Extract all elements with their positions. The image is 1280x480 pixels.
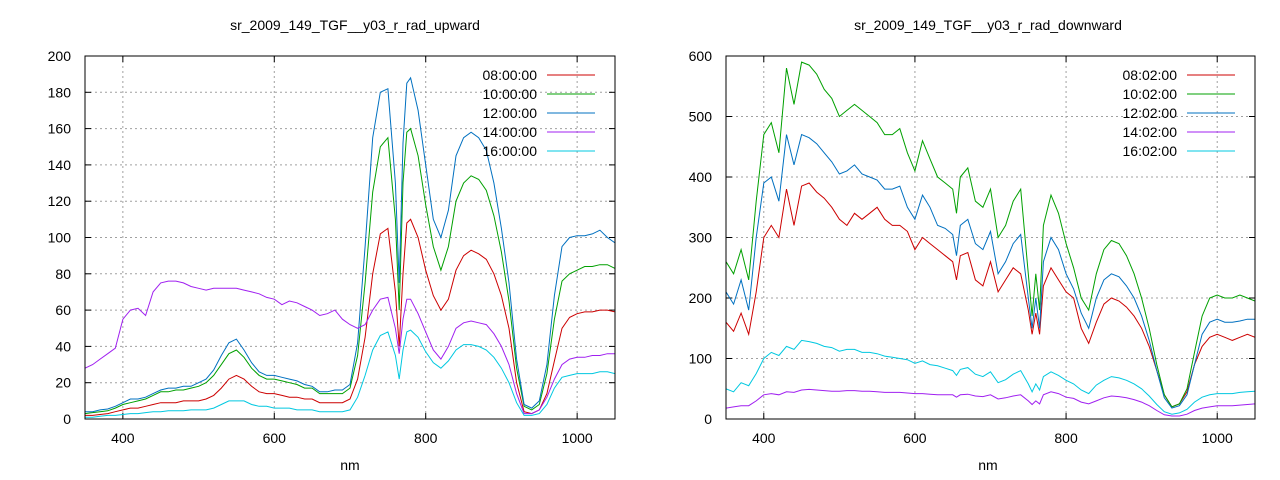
- chart1-legend-label: 16:00:00: [483, 143, 538, 159]
- chart2-group: sr_2009_149_TGF__y03_r_rad_downward 400 60…: [689, 17, 1256, 473]
- chart2-legend-label: 10:02:00: [1123, 86, 1178, 102]
- chart2-x-tick-label: 400: [752, 430, 776, 446]
- chart1-legend-label: 12:00:00: [483, 105, 538, 121]
- chart1-x-tick-label: 400: [111, 430, 135, 446]
- chart1-title: sr_2009_149_TGF__y03_r_rad_upward: [230, 17, 480, 33]
- chart2-y-tick-label: 400: [689, 169, 713, 185]
- chart1-y-tick-label: 140: [48, 157, 72, 173]
- chart1-x-tick-label: 1000: [562, 430, 593, 446]
- chart1-y-tick-label: 200: [48, 48, 72, 64]
- chart2-legend-label: 14:02:00: [1123, 124, 1178, 140]
- chart1-series-line-1: [85, 218, 615, 416]
- chart2-plot-frame: [725, 55, 1256, 420]
- chart1-y-tick-label: 20: [55, 375, 71, 391]
- chart1-series-line-5: [85, 329, 615, 418]
- chart2-x-tick-label: 600: [903, 430, 927, 446]
- chart2-y-tick-label: 100: [689, 351, 713, 367]
- chart1-x-tick-label: 800: [414, 430, 438, 446]
- chart2-legend-label: 16:02:00: [1123, 143, 1178, 159]
- chart1-y-tick-label: 100: [48, 230, 72, 246]
- chart1-x-tick-label: 600: [263, 430, 287, 446]
- chart1-legend-label: 14:00:00: [483, 124, 538, 140]
- chart2-series-line-2: [726, 61, 1255, 408]
- chart2-series-line-1: [726, 182, 1255, 408]
- chart1-y-tick-label: 40: [55, 338, 71, 354]
- chart1-y-tick-label: 80: [55, 266, 71, 282]
- chart1-legend-label: 10:00:00: [483, 86, 538, 102]
- chart1-y-tick-label: 160: [48, 121, 72, 137]
- chart2-series-line-5: [726, 339, 1255, 415]
- chart2-y-tick-label: 300: [689, 230, 713, 246]
- chart2-title: sr_2009_149_TGF__y03_r_rad_downward: [854, 17, 1122, 33]
- chart2-y-tick-label: 0: [704, 411, 712, 427]
- chart1-x-axis-label: nm: [340, 457, 359, 473]
- chart2-y-tick-label: 600: [689, 48, 713, 64]
- chart1-y-tick-label: 180: [48, 84, 72, 100]
- chart2-legend-label: 08:02:00: [1123, 67, 1178, 83]
- chart2-y-tick-label: 200: [689, 290, 713, 306]
- chart1-series-line-4: [85, 280, 615, 415]
- chart1-series-line-3: [85, 76, 615, 413]
- chart1-y-tick-label: 60: [55, 302, 71, 318]
- chart1-y-tick-label: 120: [48, 193, 72, 209]
- chart1-plot-frame: [84, 55, 616, 420]
- chart2-x-tick-label: 1000: [1202, 430, 1233, 446]
- chart1-series-line-2: [85, 127, 615, 415]
- chart2-y-tick-label: 500: [689, 109, 713, 125]
- chart1-y-tick-label: 0: [63, 411, 71, 427]
- chart2-series-line-3: [726, 133, 1255, 409]
- chart2-series-line-4: [726, 388, 1255, 417]
- chart1-legend-label: 08:00:00: [483, 67, 538, 83]
- chart2-x-tick-label: 800: [1054, 430, 1078, 446]
- chart2-x-axis-label: nm: [978, 457, 997, 473]
- chart2-legend-label: 12:02:00: [1123, 105, 1178, 121]
